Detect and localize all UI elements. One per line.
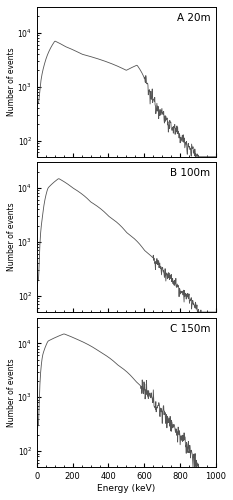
Text: B 100m: B 100m [170,168,210,178]
Y-axis label: Number of events: Number of events [7,203,16,272]
Y-axis label: Number of events: Number of events [7,358,16,427]
Text: A 20m: A 20m [177,13,210,23]
X-axis label: Energy (keV): Energy (keV) [97,484,155,493]
Text: C 150m: C 150m [170,324,210,334]
Y-axis label: Number of events: Number of events [7,48,16,116]
